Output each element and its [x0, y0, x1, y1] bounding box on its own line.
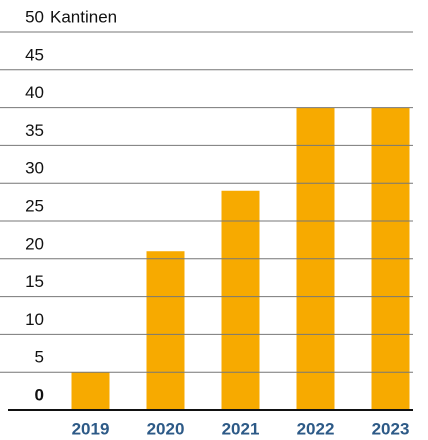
x-tick-label: 2021 [222, 419, 260, 438]
y-tick-label: 35 [25, 121, 44, 140]
y-tick-label: 20 [25, 234, 44, 253]
y-tick-label: 0 [35, 385, 44, 404]
x-tick-label: 2023 [372, 419, 410, 438]
y-tick-label: 30 [25, 159, 44, 178]
bar [146, 251, 185, 410]
y-axis-label: Kantinen [50, 7, 117, 26]
x-tick-label: 2020 [147, 419, 185, 438]
y-tick-label: 50 [25, 7, 44, 26]
bar [221, 190, 260, 410]
y-tick-label: 25 [25, 196, 44, 215]
x-tick-label: 2019 [72, 419, 110, 438]
y-tick-label: 40 [25, 83, 44, 102]
y-tick-label: 5 [35, 348, 44, 367]
bar [71, 372, 110, 410]
x-tick-label: 2022 [297, 419, 335, 438]
y-tick-label: 15 [25, 272, 44, 291]
y-tick-label: 45 [25, 45, 44, 64]
y-tick-label: 10 [25, 310, 44, 329]
